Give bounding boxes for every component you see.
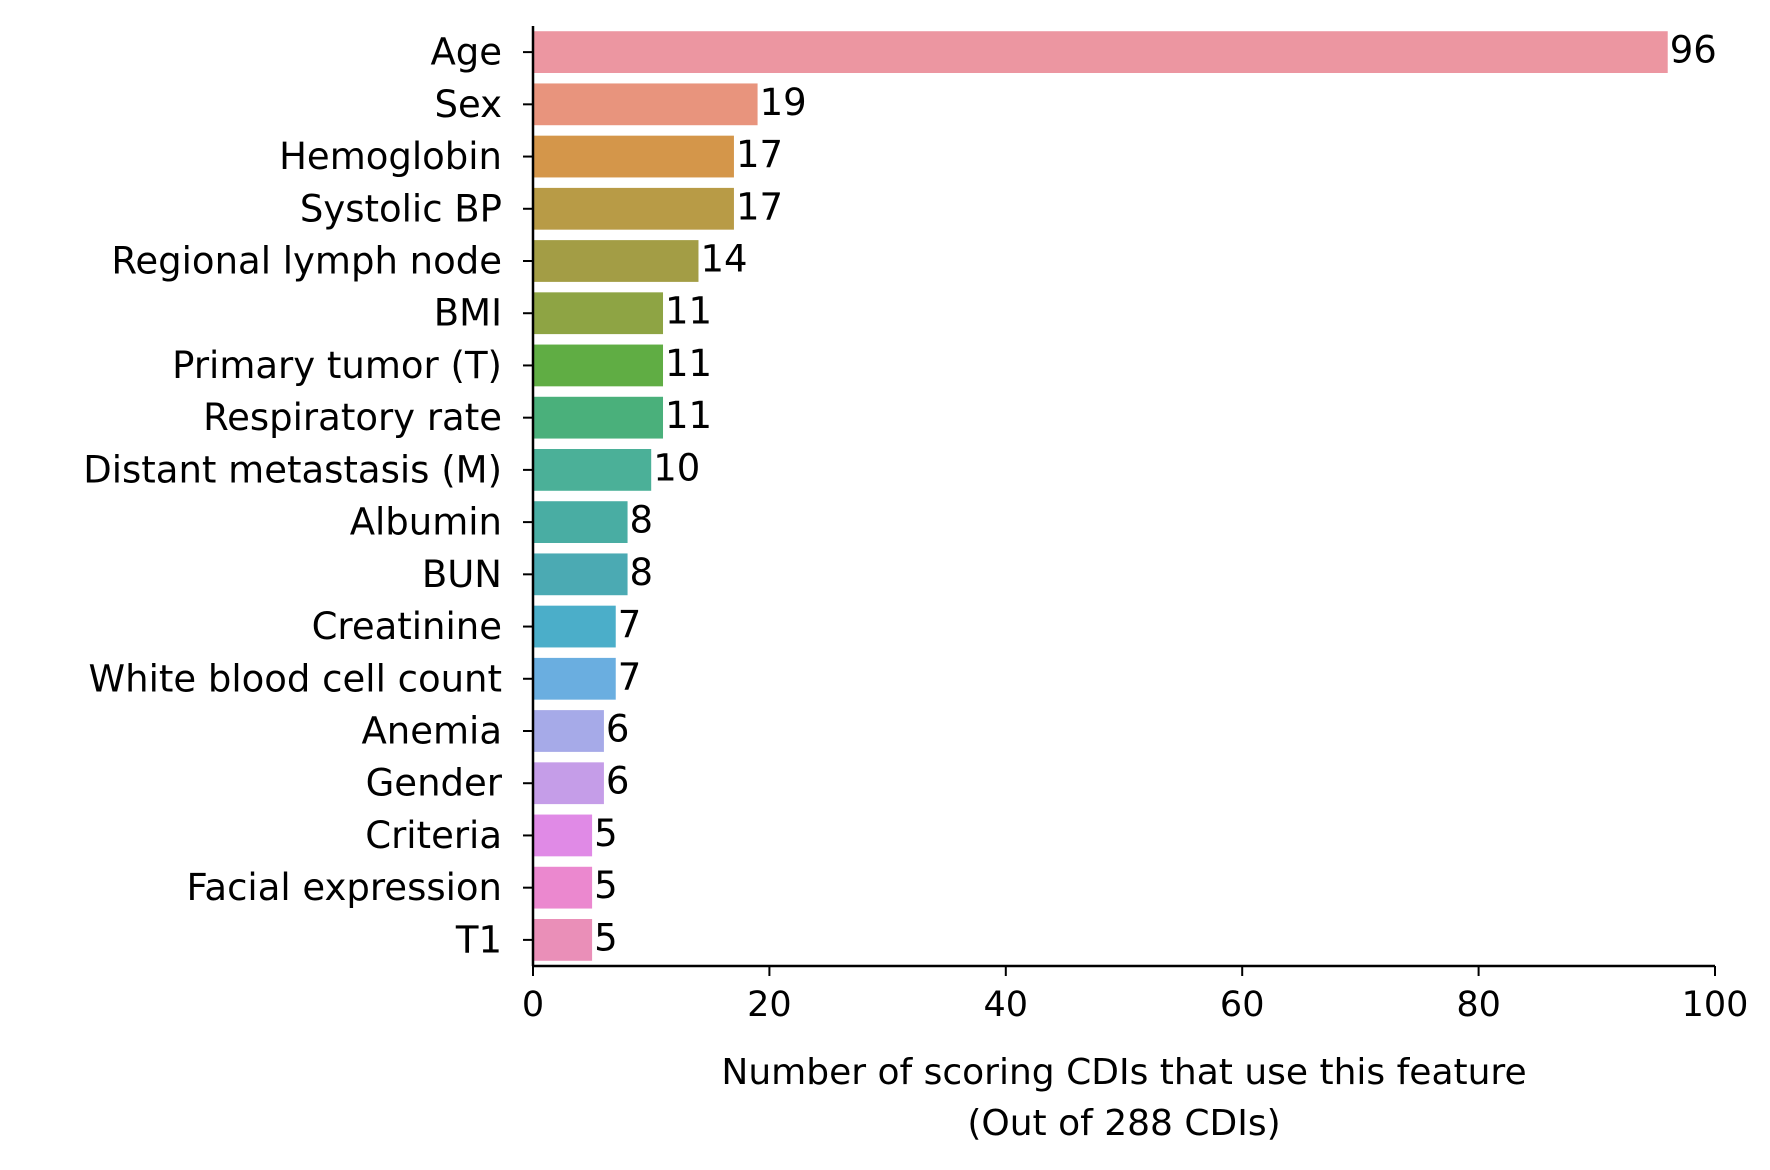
category-label: T1: [455, 918, 502, 961]
x-axis: 0 20 40 60 80 100: [522, 964, 1749, 1025]
y-axis: [523, 26, 535, 966]
category-label: BMI: [434, 292, 502, 335]
x-tick-label: 80: [1456, 985, 1501, 1025]
category-label: Distant metastasis (M): [83, 448, 502, 491]
category-label: Anemia: [361, 710, 502, 753]
category-label: Facial expression: [187, 866, 502, 909]
bar-value-label: 11: [665, 394, 712, 437]
category-label: Regional lymph node: [111, 240, 502, 283]
category-label: Creatinine: [312, 605, 502, 648]
bar-value-label: 7: [618, 603, 642, 646]
bar-value-label: 8: [630, 499, 654, 542]
bar: [533, 657, 616, 700]
bar-value-label: 6: [606, 708, 630, 751]
bar-value-label: 5: [594, 916, 618, 959]
bar: [533, 553, 628, 596]
bars-group: [533, 31, 1668, 961]
bar: [533, 710, 604, 752]
category-label: Criteria: [365, 814, 502, 857]
bar-value-label: 14: [700, 238, 747, 281]
x-tick-label: 60: [1220, 985, 1265, 1025]
bar: [533, 762, 604, 805]
bar-value-label: 5: [594, 864, 618, 907]
bar: [533, 240, 699, 282]
bar-value-label: 96: [1670, 29, 1717, 72]
bar-value-label: 7: [618, 655, 642, 698]
x-tick-label: 40: [984, 985, 1029, 1025]
bar-value-label: 19: [760, 81, 807, 124]
category-label: White blood cell count: [89, 657, 502, 700]
bar: [533, 396, 664, 439]
bar-value-label: 10: [653, 446, 700, 489]
category-label: Albumin: [350, 501, 502, 544]
bar: [533, 501, 628, 543]
category-label: BUN: [422, 553, 502, 596]
bar: [533, 187, 734, 230]
bar: [533, 814, 593, 857]
category-label: Age: [430, 31, 502, 74]
x-tick-label: 20: [747, 985, 792, 1025]
x-tick-label: 0: [522, 985, 544, 1025]
bar: [533, 605, 616, 648]
x-tick-label: 100: [1682, 985, 1749, 1025]
bar: [533, 919, 593, 961]
data-labels-group: 96 19 17 17 14 11 11 11 10 8 8 7 7 6 6 5 5 5: [594, 29, 1717, 960]
bar: [533, 292, 664, 335]
category-label: Sex: [435, 83, 503, 126]
x-axis-label-line2: (Out of 288 CDIs): [967, 1103, 1280, 1144]
bar-value-label: 8: [630, 551, 654, 594]
bar-value-label: 11: [665, 342, 712, 385]
bar: [533, 344, 664, 387]
bar: [533, 449, 652, 491]
bar-value-label: 5: [594, 812, 618, 855]
category-label: Hemoglobin: [279, 135, 502, 178]
bar: [533, 866, 593, 909]
category-label: Primary tumor (T): [172, 344, 502, 387]
category-label: Respiratory rate: [203, 396, 502, 439]
bar: [533, 31, 1668, 73]
bar: [533, 83, 758, 126]
x-axis-label: Number of scoring CDIs that use this fea…: [721, 1052, 1526, 1093]
bar-value-label: 6: [606, 760, 630, 803]
bar-value-label: 17: [736, 185, 783, 228]
bar-value-label: 11: [665, 290, 712, 333]
category-label: Systolic BP: [300, 187, 502, 230]
category-labels-group: Age Sex Hemoglobin Systolic BP Regional lymp…: [83, 31, 503, 962]
bar: [533, 135, 734, 178]
bar-value-label: 17: [736, 133, 783, 176]
category-label: Gender: [366, 762, 503, 805]
